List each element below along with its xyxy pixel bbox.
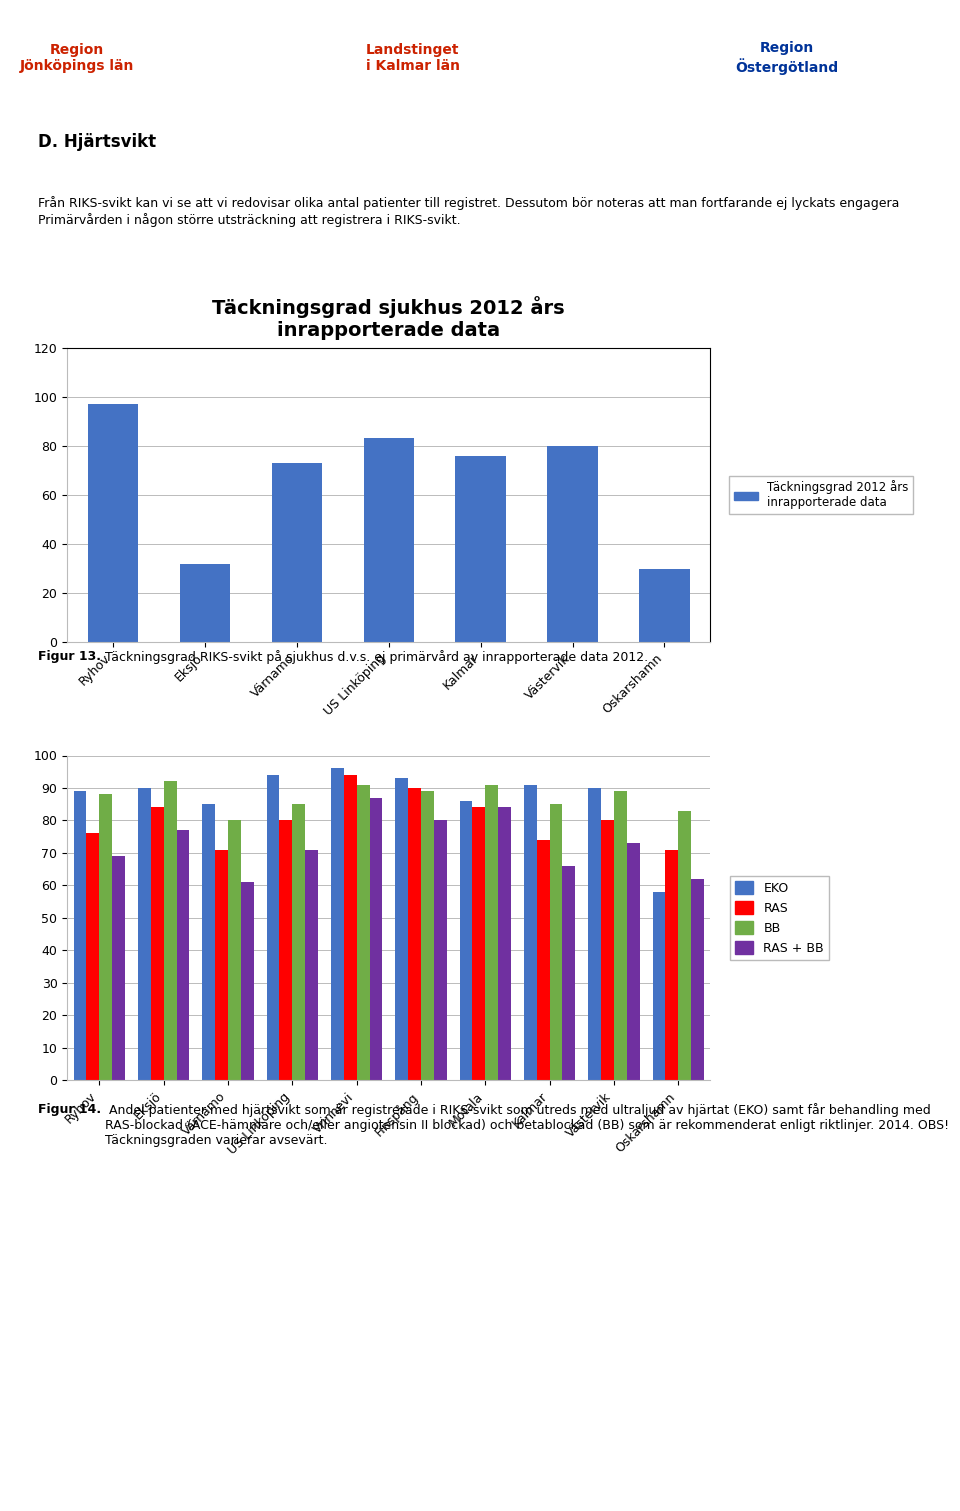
- Bar: [88, 403, 138, 642]
- Bar: [588, 789, 601, 1080]
- Text: Täckningsgrad RIKS-svikt på sjukhus d.v.s. ej primärvård av inrapporterade data : Täckningsgrad RIKS-svikt på sjukhus d.v.…: [105, 650, 648, 663]
- Bar: [460, 801, 472, 1080]
- Text: Figur 13.: Figur 13.: [38, 650, 102, 663]
- Bar: [614, 792, 627, 1080]
- Bar: [408, 789, 421, 1080]
- Bar: [653, 891, 665, 1080]
- Bar: [665, 849, 678, 1080]
- Bar: [601, 820, 613, 1080]
- Bar: [537, 840, 549, 1080]
- Text: Region
Jönköpings län: Region Jönköpings län: [19, 42, 134, 73]
- Bar: [203, 804, 215, 1080]
- Bar: [180, 564, 230, 642]
- Bar: [434, 820, 446, 1080]
- Text: Från RIKS-svikt kan vi se att vi redovisar olika antal patienter till registret.: Från RIKS-svikt kan vi se att vi redovis…: [38, 196, 900, 227]
- Bar: [305, 849, 318, 1080]
- Bar: [272, 462, 323, 642]
- Bar: [691, 879, 704, 1080]
- Text: D. Hjärtsvikt: D. Hjärtsvikt: [38, 133, 156, 151]
- Bar: [138, 789, 151, 1080]
- Text: Andel patienter med hjärtsvikt som är registrerade i RIKS-svikt som utreds med u: Andel patienter med hjärtsvikt som är re…: [105, 1103, 948, 1147]
- Bar: [547, 446, 598, 642]
- Legend: EKO, RAS, BB, RAS + BB: EKO, RAS, BB, RAS + BB: [730, 876, 828, 959]
- Text: Region
Östergötland: Region Östergötland: [735, 41, 839, 74]
- Bar: [241, 882, 253, 1080]
- Bar: [267, 775, 279, 1080]
- Title: Täckningsgrad sjukhus 2012 års
inrapporterade data: Täckningsgrad sjukhus 2012 års inrapport…: [212, 296, 565, 340]
- Text: Figur 14.: Figur 14.: [38, 1103, 102, 1117]
- Bar: [485, 784, 498, 1080]
- Bar: [279, 820, 292, 1080]
- Bar: [344, 775, 357, 1080]
- Bar: [100, 795, 112, 1080]
- Bar: [370, 798, 382, 1080]
- Bar: [524, 784, 537, 1080]
- Bar: [331, 769, 344, 1080]
- Bar: [292, 804, 305, 1080]
- Legend: Täckningsgrad 2012 års
inrapporterade data: Täckningsgrad 2012 års inrapporterade da…: [730, 476, 913, 514]
- Bar: [151, 807, 163, 1080]
- Bar: [498, 807, 511, 1080]
- Bar: [396, 778, 408, 1080]
- Bar: [86, 834, 100, 1080]
- Bar: [639, 568, 689, 642]
- Bar: [678, 811, 691, 1080]
- Bar: [364, 438, 414, 642]
- Bar: [356, 784, 370, 1080]
- Text: Landstinget
i Kalmar län: Landstinget i Kalmar län: [366, 42, 460, 73]
- Bar: [74, 792, 86, 1080]
- Bar: [627, 843, 639, 1080]
- Bar: [112, 857, 125, 1080]
- Bar: [228, 820, 241, 1080]
- Bar: [563, 866, 575, 1080]
- Bar: [177, 830, 189, 1080]
- Bar: [549, 804, 563, 1080]
- Bar: [455, 456, 506, 642]
- Bar: [215, 849, 228, 1080]
- Bar: [420, 792, 434, 1080]
- Bar: [163, 781, 177, 1080]
- Bar: [472, 807, 486, 1080]
